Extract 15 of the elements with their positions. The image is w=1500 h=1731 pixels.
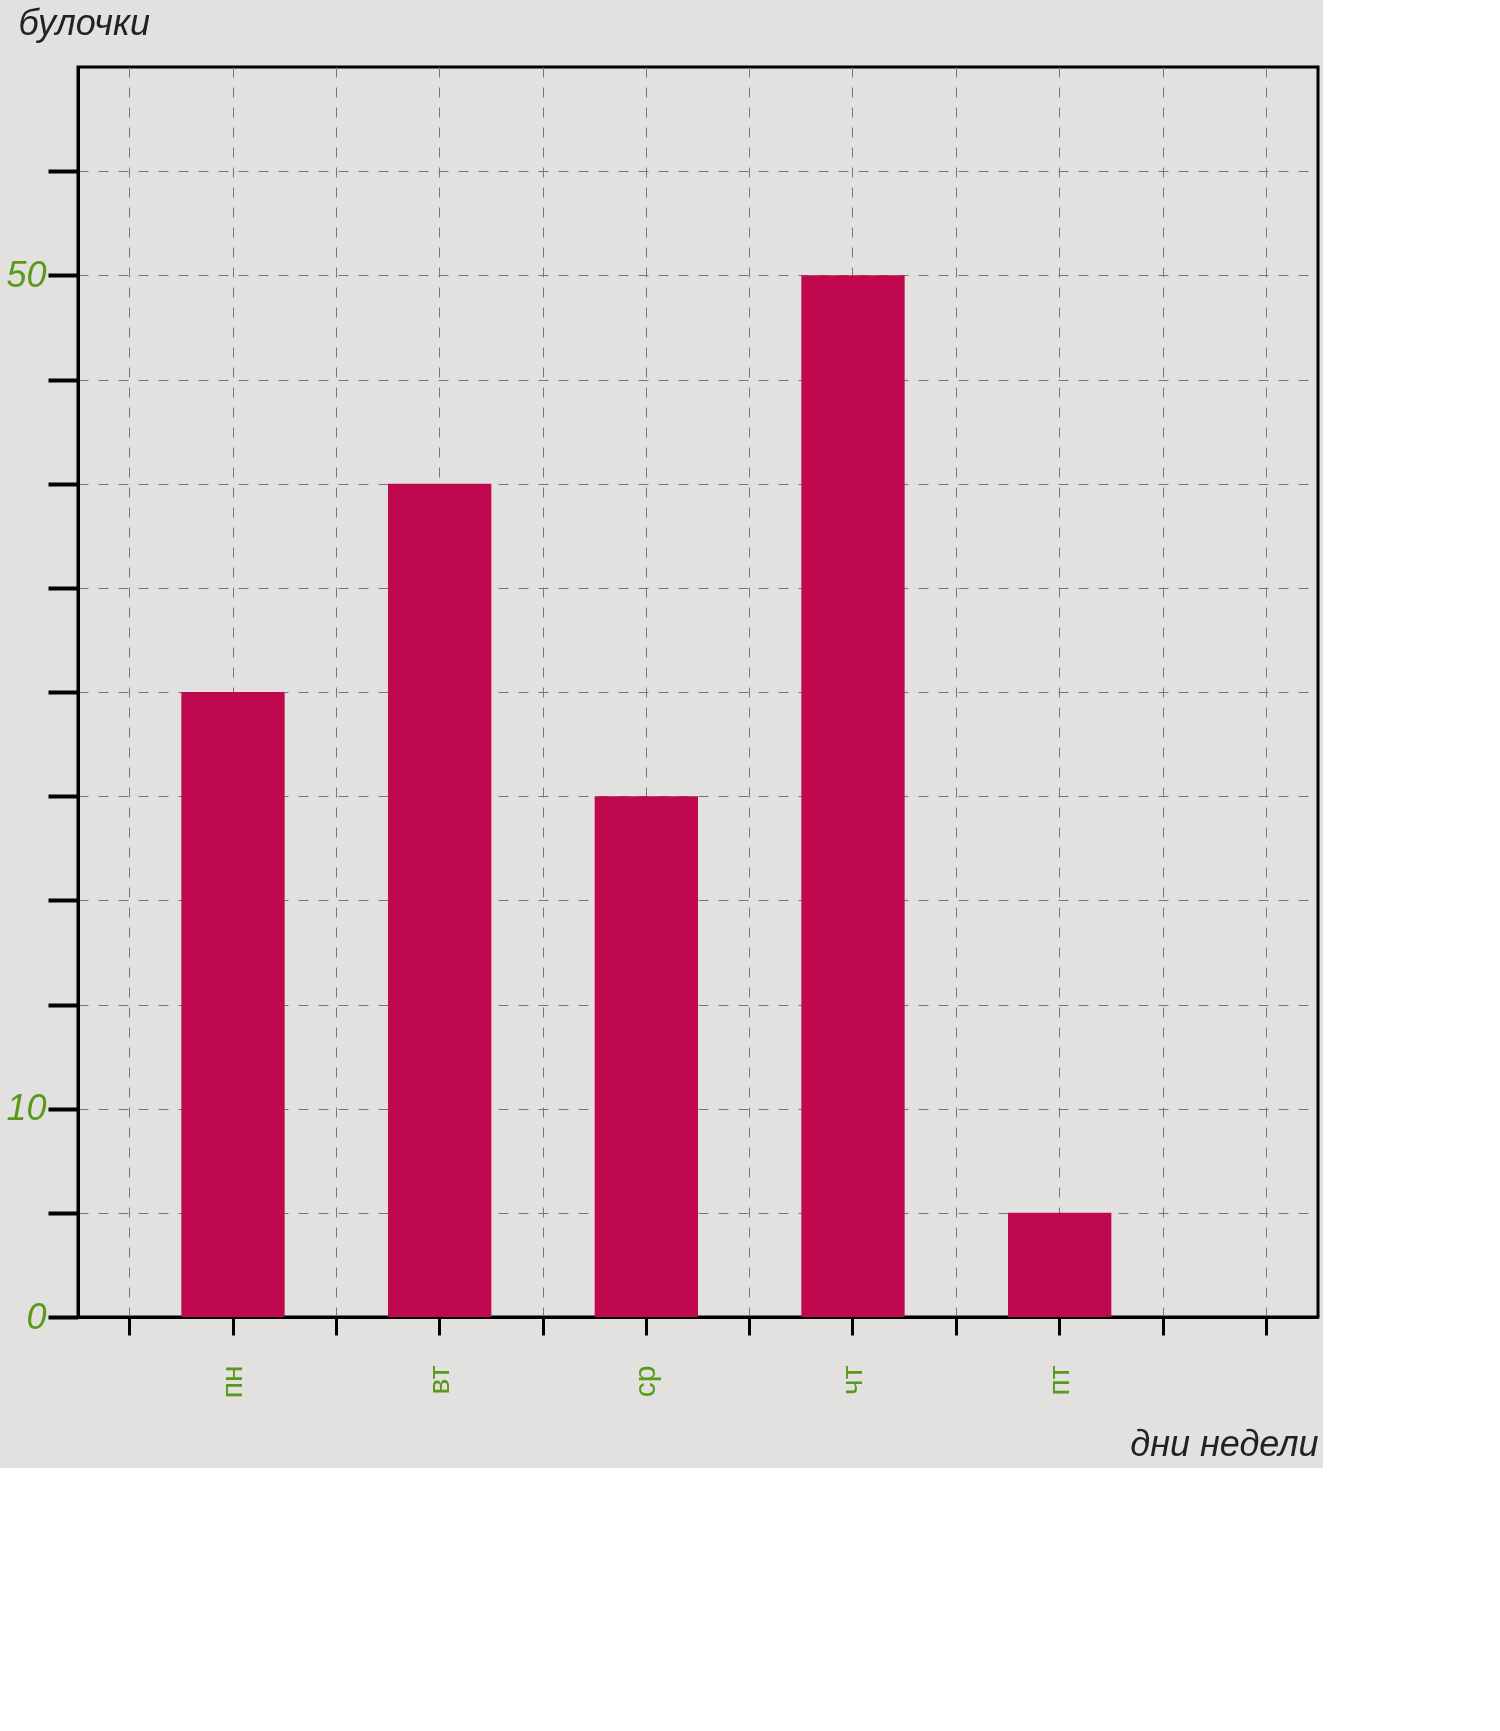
x-tick-label: пн — [215, 1365, 248, 1399]
bar — [594, 796, 698, 1317]
bar — [181, 692, 285, 1317]
y-tick-label: 50 — [6, 253, 47, 295]
x-tick-label: пт — [1041, 1365, 1075, 1396]
bar — [801, 275, 905, 1317]
x-tick-label: ср — [628, 1365, 662, 1398]
bar — [388, 483, 492, 1317]
y-axis-title: булочки — [18, 1, 150, 43]
x-tick-label: чт — [835, 1365, 868, 1395]
x-tick-label: вт — [421, 1365, 455, 1395]
bar — [1008, 1212, 1112, 1317]
x-axis-title: дни недели — [1130, 1423, 1319, 1465]
y-tick-label: 10 — [6, 1087, 47, 1129]
y-tick-label: 0 — [26, 1295, 47, 1337]
